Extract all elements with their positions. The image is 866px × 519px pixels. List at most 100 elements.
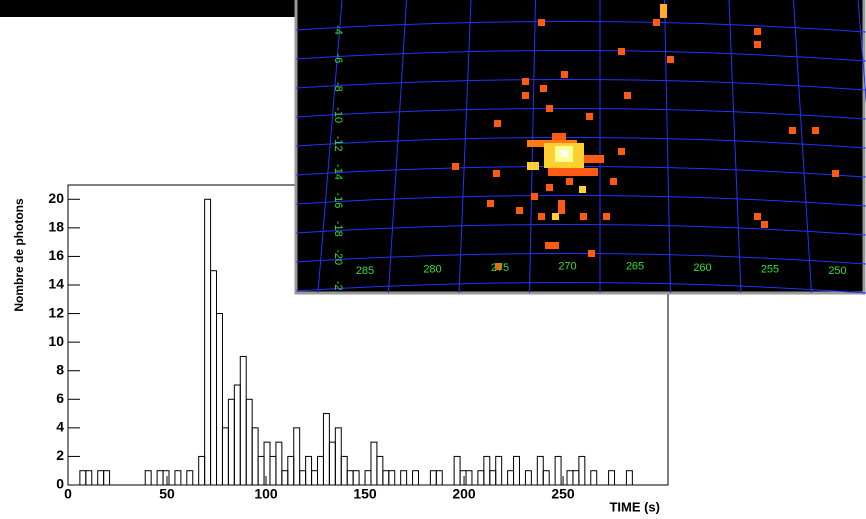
bar bbox=[294, 428, 300, 485]
pixel bbox=[812, 127, 819, 134]
bar bbox=[436, 471, 442, 485]
bar bbox=[222, 428, 228, 485]
pixel bbox=[588, 250, 595, 257]
bar bbox=[145, 471, 151, 485]
bar bbox=[104, 471, 110, 485]
bar bbox=[377, 456, 383, 485]
bar bbox=[80, 471, 86, 485]
bar bbox=[335, 428, 341, 485]
pixel bbox=[603, 213, 610, 220]
bar bbox=[490, 471, 496, 485]
bar bbox=[264, 442, 270, 485]
bar bbox=[508, 471, 514, 485]
bar bbox=[306, 456, 312, 485]
bar bbox=[347, 471, 353, 485]
bar bbox=[228, 399, 234, 485]
y-tick-label: 4 bbox=[56, 419, 64, 435]
bar bbox=[252, 428, 258, 485]
pixel bbox=[667, 56, 674, 63]
bar bbox=[371, 442, 377, 485]
pixel bbox=[487, 200, 494, 207]
bar bbox=[276, 442, 282, 485]
x-tick-label: 50 bbox=[159, 486, 175, 502]
ra-label: 260 bbox=[693, 262, 711, 274]
ra-label: 250 bbox=[828, 265, 846, 277]
page: Nombre de photons TIME (s) 0246810121416… bbox=[0, 0, 866, 519]
pixel bbox=[584, 155, 604, 163]
bar bbox=[353, 471, 359, 485]
pixel bbox=[610, 178, 617, 185]
bar bbox=[579, 456, 585, 485]
y-tick-label: 20 bbox=[48, 190, 64, 206]
pixel bbox=[624, 92, 631, 99]
bar bbox=[199, 456, 205, 485]
bar bbox=[187, 471, 193, 485]
pixel bbox=[452, 163, 459, 170]
x-tick-label: 0 bbox=[64, 486, 72, 502]
bar bbox=[525, 471, 531, 485]
y-tick-label: 0 bbox=[56, 476, 64, 492]
pixel bbox=[754, 28, 761, 35]
x-tick-label: 250 bbox=[551, 486, 575, 502]
ra-label: 275 bbox=[491, 262, 509, 274]
bar bbox=[626, 471, 632, 485]
bar bbox=[270, 456, 276, 485]
bar bbox=[478, 471, 484, 485]
bar bbox=[323, 414, 329, 485]
dec-label: -10 bbox=[332, 107, 344, 123]
x-tick-label: 200 bbox=[452, 486, 476, 502]
pixel bbox=[832, 170, 839, 177]
dec-label: -14 bbox=[332, 164, 344, 180]
y-tick-label: 10 bbox=[48, 333, 64, 349]
y-tick-label: 2 bbox=[56, 447, 64, 463]
pixel bbox=[538, 213, 545, 220]
ra-label: 285 bbox=[356, 265, 374, 277]
bar bbox=[312, 471, 318, 485]
pixel bbox=[516, 207, 523, 214]
bar bbox=[389, 471, 395, 485]
pixel bbox=[618, 148, 625, 155]
bar bbox=[86, 471, 92, 485]
bar bbox=[383, 471, 389, 485]
dec-label: -18 bbox=[332, 221, 344, 237]
pixel bbox=[561, 71, 568, 78]
pixel bbox=[538, 19, 545, 26]
ra-label: 255 bbox=[761, 264, 779, 276]
pixel bbox=[546, 184, 553, 191]
bar bbox=[609, 471, 615, 485]
bar bbox=[282, 471, 288, 485]
dec-label: -4 bbox=[332, 25, 344, 35]
bar bbox=[217, 314, 223, 485]
bar bbox=[555, 456, 561, 485]
dec-label: -16 bbox=[332, 192, 344, 208]
bar bbox=[460, 471, 466, 485]
pixel bbox=[522, 78, 529, 85]
bar bbox=[573, 471, 579, 485]
y-tick-label: 14 bbox=[48, 276, 64, 292]
dec-label: -8 bbox=[332, 82, 344, 92]
bar bbox=[543, 471, 549, 485]
ra-label: 280 bbox=[423, 264, 441, 276]
bar bbox=[175, 471, 181, 485]
pixel bbox=[531, 193, 538, 200]
bar bbox=[514, 456, 520, 485]
bar bbox=[466, 471, 472, 485]
x-axis-label: TIME (s) bbox=[609, 499, 660, 514]
pixel bbox=[493, 170, 500, 177]
top-bar bbox=[0, 0, 296, 17]
pixel bbox=[761, 221, 768, 228]
pixel bbox=[561, 150, 568, 157]
bar bbox=[258, 456, 264, 485]
y-axis-label: Nombre de photons bbox=[12, 198, 26, 312]
bar bbox=[567, 471, 573, 485]
y-tick-label: 12 bbox=[48, 304, 64, 320]
bar bbox=[234, 385, 240, 485]
pixel bbox=[552, 133, 566, 141]
dec-label: -12 bbox=[332, 136, 344, 152]
bar bbox=[454, 456, 460, 485]
pixel bbox=[653, 19, 660, 26]
y-tick-label: 18 bbox=[48, 219, 64, 235]
x-tick-label: 100 bbox=[254, 486, 278, 502]
dec-label: -6 bbox=[332, 54, 344, 64]
bar bbox=[205, 199, 211, 485]
